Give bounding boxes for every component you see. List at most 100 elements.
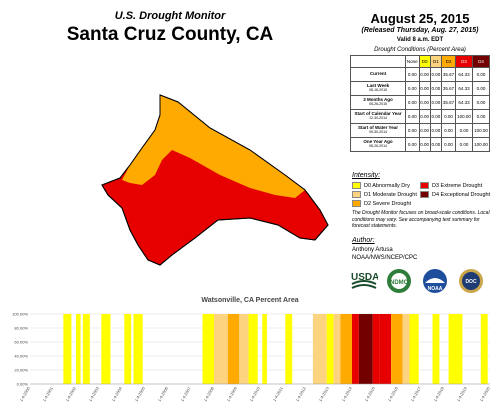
drought-segment-d4	[358, 314, 373, 384]
table-cell: 0.00	[418, 67, 431, 82]
drought-segment-d1	[312, 314, 327, 384]
table-cell: 0.00	[418, 137, 431, 152]
table-cell: 64.33	[455, 81, 473, 96]
row-date: 12-30-2014	[369, 116, 387, 121]
table-cell: 64.33	[455, 67, 473, 82]
ndmc-logo: NDMC	[387, 269, 411, 293]
row-label-text: Start of Water Year	[358, 125, 399, 131]
y-tick-label: 40.00%	[14, 354, 28, 359]
drought-segment-d0	[448, 314, 463, 384]
drought-segment-d1	[402, 314, 410, 384]
drought-segment-d0	[76, 314, 81, 384]
legend-swatch	[352, 200, 361, 208]
table-cell: 0.00	[429, 81, 442, 96]
drought-segment-d3	[372, 314, 380, 384]
table-row: Start of Water Year 09-30-2014 0.00 0.00 0.0…	[349, 123, 491, 138]
drought-segment-d0	[409, 314, 419, 384]
drought-segment-d2	[391, 314, 403, 384]
table-cell: 0.00	[405, 67, 420, 82]
table-row: Start of Calendar Year 12-30-2014 0.00 0.00…	[349, 109, 491, 124]
table-header-row: None D0 D1 D2 D3 D4	[349, 55, 491, 68]
drought-segment-d0	[133, 314, 143, 384]
table-cell: 0.00	[405, 95, 420, 110]
page-title: Santa Cruz County, CA	[66, 24, 274, 45]
drought-segment-d2	[227, 314, 240, 384]
table-cell: 0.00	[418, 81, 431, 96]
legend-item-d0: D0 Abnormally Dry	[352, 182, 410, 190]
row-label-text: Start of Calendar Year	[354, 111, 402, 117]
x-tick-label: 1-4-2017	[410, 385, 423, 402]
drought-segment-d2	[340, 314, 352, 384]
x-tick-label: 1-4-2020	[479, 385, 492, 402]
table-cell: 100.00	[455, 109, 473, 124]
author-block: Anthony Artusa NOAA/NWS/NCEP/CPC	[352, 246, 417, 262]
release-note: (Released Thursday, Aug. 27, 2015)	[361, 27, 479, 34]
row-date: 05-26-2015	[369, 102, 387, 107]
noaa-logo: NOAA	[423, 269, 447, 293]
drought-segment-d3	[379, 314, 392, 384]
table-cell: 35.67	[440, 67, 457, 82]
table-cell: 0.00	[418, 95, 431, 110]
table-corner	[349, 55, 407, 68]
x-tick-label: 1-4-2008	[203, 385, 216, 402]
y-tick-label: 80.00%	[14, 326, 28, 331]
doc-logo: DOC	[459, 269, 483, 293]
legend-heading: Intensity:	[352, 172, 381, 179]
table-cell: 0.00	[471, 67, 491, 82]
svg-text:NOAA: NOAA	[428, 286, 443, 292]
legend-item-d1: D1 Moderate Drought	[352, 191, 417, 199]
legend-swatch	[352, 182, 361, 190]
row-date: 08-26-2014	[369, 144, 387, 149]
table-cell: 100.00	[471, 137, 491, 152]
table-cell: 0.00	[471, 109, 491, 124]
table-cell: 35.67	[440, 95, 457, 110]
x-tick-label: 1-4-2001	[42, 385, 55, 402]
drought-segment-d0	[82, 314, 90, 384]
svg-text:NDMC: NDMC	[390, 280, 409, 286]
col-d3: D3	[455, 55, 473, 68]
table-cell: 0.00	[429, 95, 442, 110]
svg-text:USDA: USDA	[351, 272, 378, 283]
x-tick-label: 1-4-2005	[134, 385, 147, 402]
legend-swatch	[420, 182, 429, 190]
disclaimer-note: The Drought Monitor focuses on broad-sca…	[352, 210, 490, 229]
x-tick-label: 1-4-2011	[272, 385, 285, 402]
map-date: August 25, 2015	[370, 11, 470, 26]
table-cell: 0.00	[471, 81, 491, 96]
y-tick-label: 100.00%	[12, 312, 28, 317]
row-date: 08-18-2015	[369, 88, 387, 93]
sponsor-logos: USDA NDMC NOAA DOC	[350, 268, 490, 298]
table-cell: 0.00	[455, 137, 473, 152]
x-tick-label: 1-4-2012	[295, 385, 308, 402]
table-cell: 0.00	[440, 137, 457, 152]
x-tick-label: 1-4-2002	[65, 385, 78, 402]
usda-logo: USDA	[351, 272, 378, 289]
x-tick-label: 1-4-2000	[19, 385, 32, 402]
legend-label: D0 Abnormally Dry	[364, 183, 410, 189]
col-d1: D1	[429, 55, 442, 68]
y-tick-label: 0.00%	[17, 382, 29, 387]
drought-segment-d0	[326, 314, 334, 384]
drought-segment-d0	[202, 314, 214, 384]
table-caption: Drought Conditions (Percent Area)	[374, 47, 466, 53]
table-row: 3 Months Ago 05-26-2015 0.00 0.00 0.00 35.67 6…	[349, 95, 491, 110]
table-cell: 0.00	[455, 123, 473, 138]
x-tick-label: 1-4-2010	[249, 385, 262, 402]
table-cell: 0.00	[418, 123, 431, 138]
x-tick-label: 1-4-2016	[387, 385, 400, 402]
row-label: Last Week 08-18-2015	[349, 81, 407, 96]
x-tick-label: 1-4-2004	[111, 385, 124, 402]
table-cell: 0.00	[405, 137, 420, 152]
drought-segment-d0	[262, 314, 267, 384]
table-cell: 0.00	[440, 123, 457, 138]
drought-segment-d0	[63, 314, 72, 384]
drought-segment-d0	[101, 314, 111, 384]
drought-segment-d0	[248, 314, 258, 384]
drought-segment-d1	[239, 314, 249, 384]
drought-segment-d1	[214, 314, 228, 384]
table-cell: 64.33	[455, 95, 473, 110]
col-none: None	[405, 55, 420, 68]
row-label-text: One Year Ago	[363, 139, 393, 145]
table-cell: 0.00	[405, 109, 420, 124]
conditions-table: None D0 D1 D2 D3 D4 Current 0.00 0.00 0.00 3…	[349, 55, 491, 152]
